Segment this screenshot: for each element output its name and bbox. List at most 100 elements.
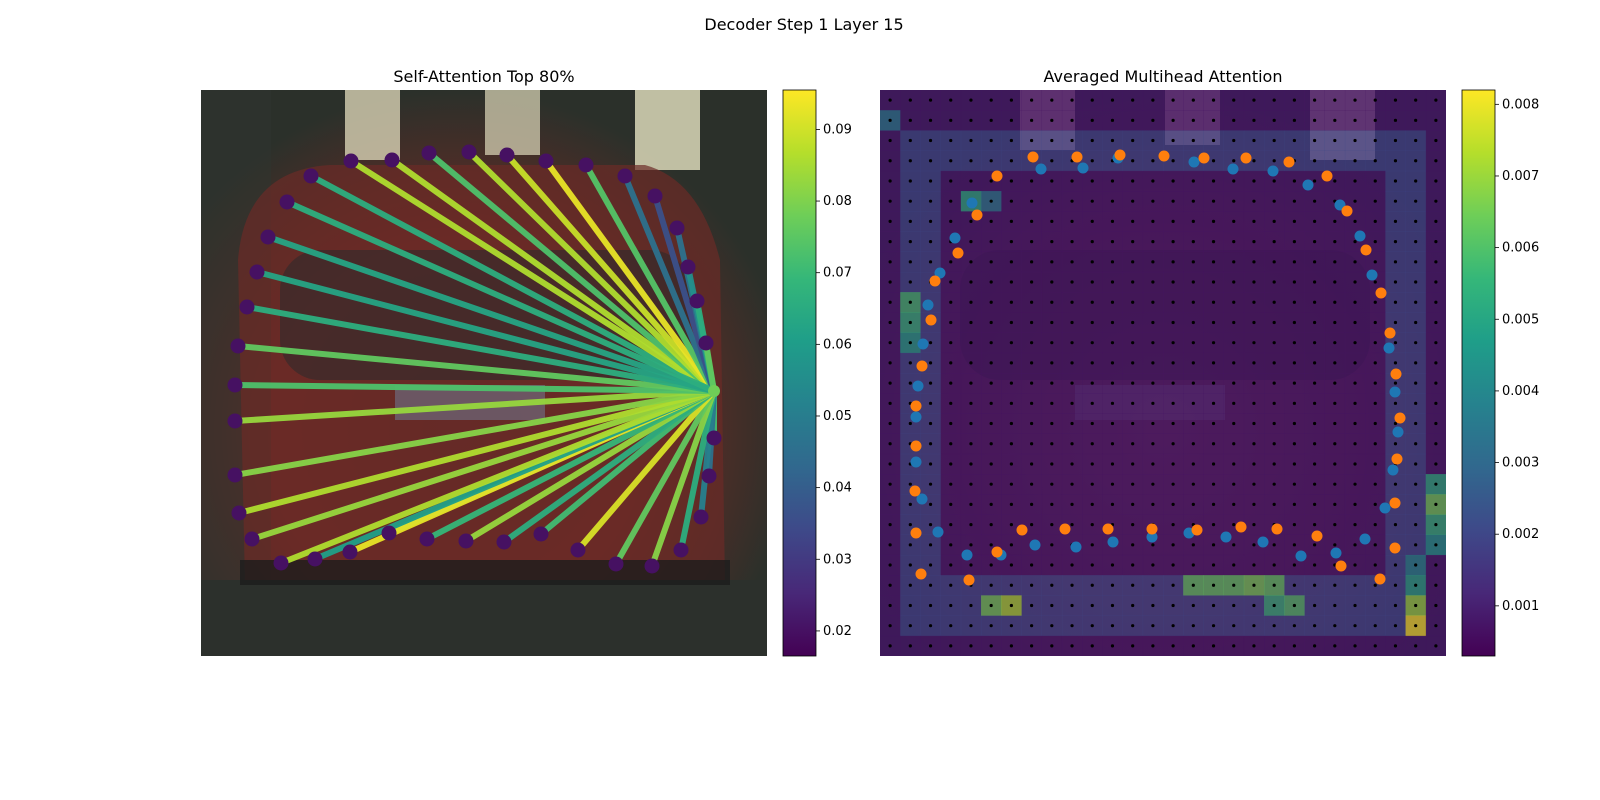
grid-dot	[1070, 381, 1074, 385]
grid-dot	[989, 98, 993, 102]
blue-point	[949, 232, 961, 244]
grid-dot	[1211, 320, 1216, 325]
grid-dot	[1232, 138, 1236, 143]
grid-dot	[989, 118, 993, 122]
grid-dot	[1151, 159, 1155, 163]
blue-point	[961, 549, 973, 561]
grid-dot	[1090, 179, 1094, 183]
grid-dot	[928, 482, 933, 486]
grid-dot	[888, 179, 892, 183]
grid-dot	[1292, 482, 1296, 486]
polygon-vertex	[533, 526, 549, 542]
grid-dot	[1373, 341, 1377, 345]
grid-dot	[888, 523, 892, 527]
grid-dot	[1272, 401, 1276, 405]
grid-dot	[969, 320, 973, 325]
grid-dot	[1393, 482, 1398, 486]
grid-dot	[989, 543, 993, 547]
grid-dot	[1050, 179, 1054, 183]
grid-dot	[1434, 199, 1438, 203]
grid-dot	[1434, 361, 1438, 365]
orange-point	[910, 527, 922, 539]
blue-point	[922, 299, 934, 311]
grid-dot	[928, 98, 933, 102]
grid-dot	[949, 300, 953, 304]
grid-dot	[1171, 219, 1175, 223]
attention-edge	[464, 388, 716, 544]
grid-dot	[1313, 240, 1317, 244]
grid-dot	[1131, 300, 1135, 304]
grid-dot	[1030, 240, 1034, 244]
grid-dot	[1393, 280, 1398, 284]
grid-dot	[1171, 401, 1175, 405]
grid-dot	[928, 462, 933, 466]
grid-dot	[928, 421, 933, 426]
grid-dot	[1009, 442, 1013, 446]
grid-dot	[1232, 482, 1236, 486]
grid-dot	[1009, 361, 1013, 365]
grid-dot	[1191, 421, 1195, 426]
grid-dot	[1313, 442, 1317, 446]
grid-dot	[1292, 179, 1296, 183]
grid-dot	[1252, 442, 1256, 446]
grid-dot	[1191, 603, 1195, 608]
right-colorbar-gradient	[1461, 89, 1496, 657]
grid-dot	[969, 219, 973, 223]
orange-point	[1114, 149, 1126, 161]
grid-dot	[1030, 624, 1034, 628]
grid-dot	[1313, 159, 1317, 163]
polygon-vertex	[384, 152, 400, 168]
grid-dot	[1009, 401, 1013, 405]
grid-dot	[888, 543, 892, 547]
orange-point	[952, 247, 964, 259]
grid-dot	[1191, 300, 1195, 304]
colorbar-tick-label: 0.006	[1502, 241, 1539, 256]
polygon-vertex	[260, 229, 276, 245]
grid-dot	[1272, 219, 1276, 223]
attention-edge	[466, 149, 717, 394]
grid-dot	[928, 341, 933, 345]
blue-point	[1387, 464, 1399, 476]
grid-dot	[969, 240, 973, 244]
orange-point	[915, 568, 927, 580]
grid-dot	[1313, 219, 1317, 223]
grid-dot	[1110, 624, 1115, 628]
left-colorbar: 0.02 0.03 0.04 0.05 0.06 0.07 0.08 0.09	[782, 89, 852, 657]
grid-dot	[1070, 482, 1074, 486]
grid-dot	[949, 421, 953, 426]
grid-dot	[1393, 603, 1398, 608]
grid-dot	[888, 603, 892, 608]
grid-dot	[1009, 199, 1013, 203]
grid-dot	[888, 583, 892, 587]
grid-dot	[1171, 644, 1175, 648]
grid-dot	[1252, 543, 1256, 547]
grid-dot	[1211, 421, 1216, 426]
grid-dot	[1009, 341, 1013, 345]
grid-dot	[1131, 523, 1135, 527]
grid-dot	[1131, 603, 1135, 608]
grid-dot	[1211, 199, 1216, 203]
grid-dot	[1373, 118, 1377, 122]
grid-dot	[908, 341, 912, 345]
grid-dot	[908, 219, 912, 223]
attention-edge	[583, 163, 717, 393]
blue-point	[932, 526, 944, 538]
grid-dot	[1090, 341, 1094, 345]
grid-dot	[1030, 118, 1034, 122]
grid-dot	[1131, 502, 1135, 506]
polygon-vertex	[343, 153, 359, 169]
grid-dot	[1353, 523, 1357, 527]
grid-dot	[1292, 98, 1296, 102]
grid-dot	[1050, 603, 1054, 608]
grid-dot	[1373, 603, 1377, 608]
polygon-vertex	[578, 157, 594, 173]
grid-dot	[1373, 401, 1377, 405]
grid-dot	[908, 240, 912, 244]
grid-dot	[949, 381, 953, 385]
grid-dot	[1211, 482, 1216, 486]
grid-dot	[888, 421, 892, 426]
blue-point	[1366, 269, 1378, 281]
grid-dot	[1030, 381, 1034, 385]
grid-dot	[1191, 320, 1195, 325]
grid-dot	[1252, 361, 1256, 365]
